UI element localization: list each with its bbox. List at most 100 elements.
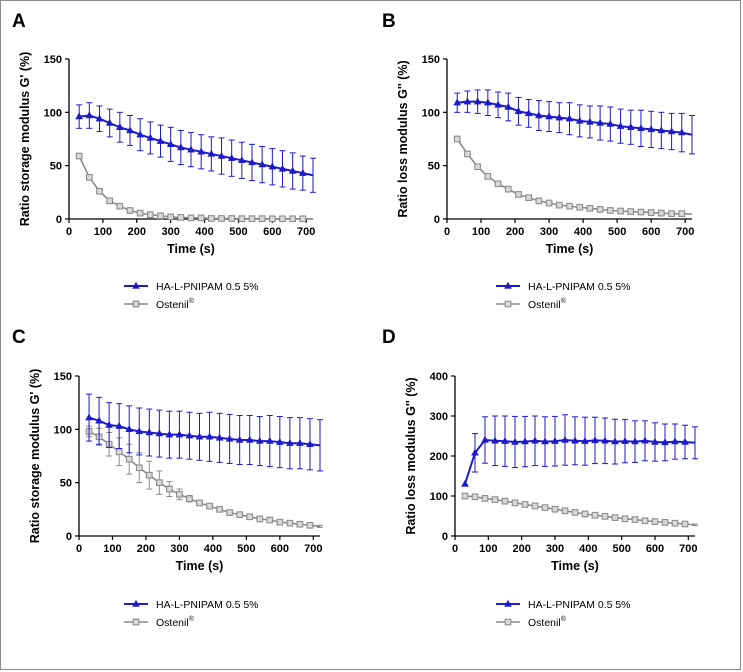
data-point (156, 136, 165, 144)
data-point (641, 517, 649, 525)
legend-label: Ostenil® (528, 297, 567, 311)
data-point (637, 208, 645, 216)
x-tick-label: 700 (679, 543, 697, 555)
data-point (288, 166, 297, 174)
data-point (657, 126, 666, 134)
y-tick-label: 100 (54, 424, 72, 436)
data-point (631, 516, 639, 523)
data-point (136, 130, 144, 138)
data-point (115, 448, 123, 456)
data-point (606, 119, 615, 127)
data-point (637, 124, 645, 132)
data-point (187, 145, 195, 153)
panel-letter: D (382, 327, 396, 348)
data-point (206, 502, 213, 510)
data-point (278, 164, 287, 172)
x-tick-label: 200 (137, 543, 155, 555)
data-point (678, 210, 686, 218)
legend-marker (132, 599, 140, 607)
legend-label: Ostenil® (528, 615, 567, 629)
data-point (545, 199, 553, 207)
x-tick-label: 600 (271, 543, 289, 555)
x-tick-label: 400 (574, 226, 592, 238)
data-point (106, 197, 114, 205)
data-point (197, 214, 205, 222)
data-point (135, 427, 144, 435)
data-point (216, 505, 223, 513)
data-point (576, 203, 584, 211)
series-ha-l-pnipam (461, 414, 698, 487)
data-point (565, 114, 574, 122)
series-ostenil (75, 152, 313, 223)
data-point (95, 416, 103, 424)
x-tick-label: 300 (546, 543, 564, 555)
data-point (651, 518, 659, 525)
x-tick-label: 200 (512, 543, 530, 555)
data-point (258, 215, 266, 223)
data-point (575, 116, 584, 124)
y-tick-label: 100 (430, 491, 448, 503)
data-point (671, 437, 679, 445)
y-tick-label: 400 (430, 371, 448, 383)
panel-letter: C (12, 327, 26, 348)
data-point (75, 112, 83, 120)
data-point (105, 118, 114, 126)
data-point (566, 202, 573, 210)
data-point (136, 209, 144, 217)
data-point (207, 215, 215, 222)
series-line (456, 138, 693, 215)
data-point (85, 174, 93, 181)
legend-marker (504, 300, 512, 308)
series-ostenil (453, 135, 693, 218)
series-ostenil (461, 492, 698, 528)
data-point (571, 509, 579, 516)
legend-label: HA-L-PNIPAM 0.5 5% (156, 599, 259, 611)
data-point (95, 114, 104, 122)
data-point (157, 212, 164, 220)
legend-label: Ostenil® (156, 615, 195, 629)
data-point (146, 133, 155, 141)
series-ha-l-pnipam (75, 102, 316, 193)
data-point (145, 428, 154, 436)
data-point (596, 206, 604, 213)
data-point (215, 433, 224, 441)
data-point (75, 152, 83, 160)
data-point (115, 421, 123, 429)
data-point (616, 121, 625, 129)
data-point (601, 436, 609, 444)
data-point (658, 209, 665, 217)
data-point (581, 510, 589, 518)
data-point (561, 435, 569, 443)
data-point (125, 455, 133, 463)
data-point (217, 151, 226, 159)
y-tick-label: 300 (430, 411, 448, 423)
data-point (155, 479, 163, 487)
data-point (545, 112, 553, 120)
data-point (621, 436, 629, 444)
data-point (255, 436, 264, 444)
data-point (494, 180, 502, 188)
data-point (621, 515, 629, 523)
y-axis-label: Ratio loss modulus G'' (%) (396, 60, 410, 217)
data-point (531, 502, 539, 510)
data-point (551, 436, 559, 444)
data-point (555, 113, 564, 121)
data-point (461, 479, 469, 487)
legend-marker (504, 599, 512, 607)
data-point (515, 191, 522, 198)
data-point (647, 209, 655, 216)
data-point (286, 438, 294, 446)
data-point (571, 436, 579, 444)
y-tick-label: 200 (430, 451, 448, 463)
data-point (541, 504, 549, 511)
data-point (187, 214, 195, 222)
series-ostenil (85, 425, 323, 529)
data-point (286, 519, 294, 527)
series-ha-l-pnipam (85, 393, 323, 472)
data-point (248, 215, 256, 223)
series-line (78, 155, 313, 220)
data-point (266, 516, 274, 524)
x-tick-label: 300 (161, 226, 179, 238)
data-point (596, 118, 604, 126)
